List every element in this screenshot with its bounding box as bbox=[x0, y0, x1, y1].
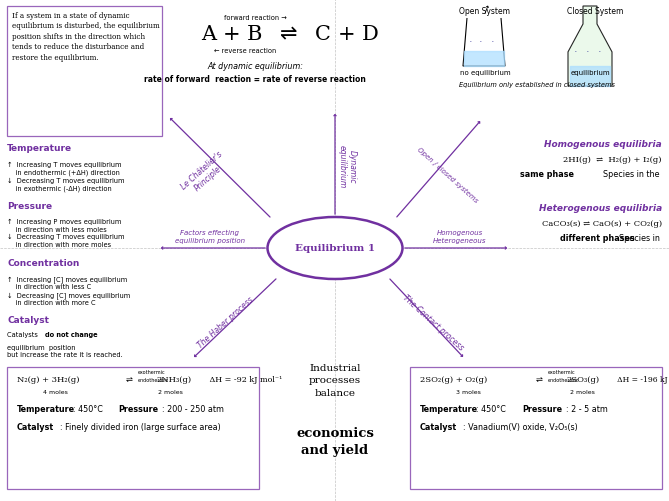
Text: 2 moles: 2 moles bbox=[569, 389, 595, 394]
Text: Pressure: Pressure bbox=[522, 404, 562, 413]
Text: exothermic: exothermic bbox=[548, 370, 575, 375]
Text: Dynamic
equilibrium: Dynamic equilibrium bbox=[337, 145, 357, 188]
Text: ·: · bbox=[598, 47, 602, 57]
Text: ⇌: ⇌ bbox=[536, 375, 543, 384]
Text: 2NH₃(g): 2NH₃(g) bbox=[156, 375, 191, 383]
Text: ⇌: ⇌ bbox=[126, 375, 133, 384]
Text: The Contact process: The Contact process bbox=[401, 293, 465, 352]
Text: ΔH = -196 kJ mol⁻¹: ΔH = -196 kJ mol⁻¹ bbox=[610, 375, 669, 383]
Text: At dynamic equilibrium:: At dynamic equilibrium: bbox=[207, 62, 303, 71]
Text: 2SO₂(g) + O₂(g): 2SO₂(g) + O₂(g) bbox=[420, 375, 487, 383]
Text: : 450°C: : 450°C bbox=[476, 404, 513, 413]
Text: Heterogenous equilibria: Heterogenous equilibria bbox=[539, 203, 662, 212]
Text: forward reaction →: forward reaction → bbox=[223, 15, 286, 21]
Text: 2HI(g)  ⇌  H₂(g) + I₂(g): 2HI(g) ⇌ H₂(g) + I₂(g) bbox=[563, 156, 662, 164]
Text: Temperature: Temperature bbox=[420, 404, 478, 413]
Text: ·: · bbox=[491, 37, 495, 47]
Text: Temperature: Temperature bbox=[7, 144, 72, 153]
Text: ·: · bbox=[479, 37, 483, 47]
Text: : 200 - 250 atm: : 200 - 250 atm bbox=[162, 404, 224, 413]
Text: endothermic: endothermic bbox=[548, 377, 579, 382]
Text: The Haber process: The Haber process bbox=[196, 295, 256, 350]
Text: ↑  Increasing T moves equilibrium
    in endothermic (+ΔH) direction
↓  Decreasi: ↑ Increasing T moves equilibrium in endo… bbox=[7, 162, 124, 191]
Text: different phases: different phases bbox=[560, 233, 635, 242]
Text: Temperature: Temperature bbox=[17, 404, 75, 413]
Bar bbox=[7, 367, 259, 489]
Ellipse shape bbox=[268, 217, 403, 280]
Text: equilibrium: equilibrium bbox=[570, 70, 610, 76]
Text: Homogenous
Heterogeneous: Homogenous Heterogeneous bbox=[434, 230, 487, 243]
Text: Catalysts: Catalysts bbox=[7, 331, 40, 337]
Text: ← reverse reaction: ← reverse reaction bbox=[214, 48, 276, 54]
Text: exothermic: exothermic bbox=[138, 370, 166, 375]
Text: ↑  Increasing [C] moves equilibrium
    in direction with less C
↓  Decreasing [: ↑ Increasing [C] moves equilibrium in di… bbox=[7, 276, 130, 306]
Text: rate of forward  reaction = rate of reverse reaction: rate of forward reaction = rate of rever… bbox=[144, 75, 366, 84]
Text: ↑  Increasing P moves equilibrium
    in direction with less moles
↓  Decreasing: ↑ Increasing P moves equilibrium in dire… bbox=[7, 218, 124, 247]
Text: economics
and yield: economics and yield bbox=[296, 426, 374, 456]
Text: Open / closed systems: Open / closed systems bbox=[415, 146, 478, 203]
Text: 2SO₃(g): 2SO₃(g) bbox=[566, 375, 599, 383]
Text: ΔH = -92 kJ mol⁻¹: ΔH = -92 kJ mol⁻¹ bbox=[202, 375, 282, 383]
Text: Closed System: Closed System bbox=[567, 7, 624, 16]
Text: A + B  $\rightleftharpoons$  C + D: A + B $\rightleftharpoons$ C + D bbox=[201, 25, 379, 44]
Text: ·: · bbox=[469, 37, 473, 47]
Text: 4 moles: 4 moles bbox=[43, 389, 68, 394]
Bar bbox=[410, 367, 662, 489]
Text: do not change: do not change bbox=[45, 331, 98, 337]
Text: Le Châtelier's
Principle: Le Châtelier's Principle bbox=[179, 150, 231, 199]
Text: Open System: Open System bbox=[460, 7, 510, 16]
Text: same phase: same phase bbox=[520, 170, 574, 179]
Text: Equilibrium 1: Equilibrium 1 bbox=[295, 244, 375, 253]
Text: Species in: Species in bbox=[619, 233, 662, 242]
Text: no equilibrium: no equilibrium bbox=[460, 70, 510, 76]
Text: : 2 - 5 atm: : 2 - 5 atm bbox=[566, 404, 608, 413]
Text: Industrial
processes
balance: Industrial processes balance bbox=[309, 363, 361, 397]
Text: Pressure: Pressure bbox=[7, 201, 52, 210]
Text: ·: · bbox=[586, 47, 590, 57]
Text: equilibrium  position
but increase the rate it is reached.: equilibrium position but increase the ra… bbox=[7, 344, 122, 358]
Text: If a system in a state of dynamic
equilibrium is disturbed, the equilibrium
posi: If a system in a state of dynamic equili… bbox=[12, 12, 160, 62]
Text: 2 moles: 2 moles bbox=[158, 389, 183, 394]
Text: endothermic: endothermic bbox=[138, 377, 169, 382]
Bar bbox=[7, 7, 162, 137]
Text: ·: · bbox=[574, 47, 578, 57]
Text: 3 moles: 3 moles bbox=[456, 389, 480, 394]
Text: Catalyst: Catalyst bbox=[7, 315, 49, 324]
Text: CaCO₃(s) ⇌ CaO(s) + CO₂(g): CaCO₃(s) ⇌ CaO(s) + CO₂(g) bbox=[542, 219, 662, 227]
Text: Homogenous equilibria: Homogenous equilibria bbox=[545, 140, 662, 149]
Text: Species in the: Species in the bbox=[603, 170, 662, 179]
Text: Pressure: Pressure bbox=[118, 404, 158, 413]
Polygon shape bbox=[568, 7, 612, 87]
Text: Catalyst: Catalyst bbox=[17, 422, 54, 431]
Text: : Vanadium(V) oxide, V₂O₅(s): : Vanadium(V) oxide, V₂O₅(s) bbox=[463, 422, 578, 431]
Text: Factors effecting
equilibrium position: Factors effecting equilibrium position bbox=[175, 230, 245, 243]
Text: : 450°C: : 450°C bbox=[73, 404, 110, 413]
Text: Equilibrium only established in closed systems: Equilibrium only established in closed s… bbox=[459, 82, 615, 88]
Text: : Finely divided iron (large surface area): : Finely divided iron (large surface are… bbox=[60, 422, 221, 431]
Text: N₂(g) + 3H₂(g): N₂(g) + 3H₂(g) bbox=[17, 375, 80, 383]
Text: Concentration: Concentration bbox=[7, 259, 80, 268]
Text: Catalyst: Catalyst bbox=[420, 422, 457, 431]
